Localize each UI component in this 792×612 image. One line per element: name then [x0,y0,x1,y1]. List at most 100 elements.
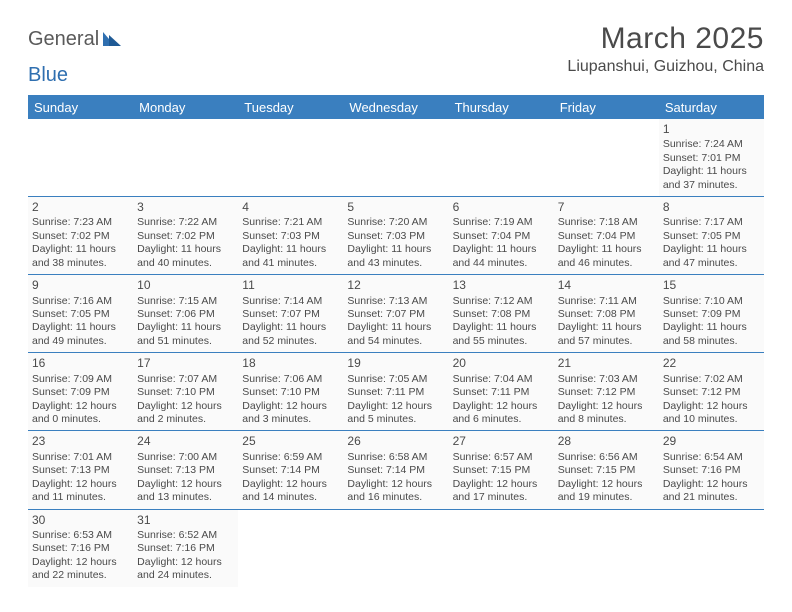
title-area: March 2025 Liupanshui, Guizhou, China [567,22,764,76]
calendar-cell: 25 Sunrise: 6:59 AMSunset: 7:14 PMDayligh… [238,431,343,508]
calendar-cell [133,119,238,196]
daylight-line: Daylight: 12 hours and 16 minutes. [347,478,444,505]
calendar-cell: 1Sunrise: 7:24 AMSunset: 7:01 PMDaylight… [659,119,764,196]
calendar-cell [343,510,448,587]
sunset-line: Sunset: 7:04 PM [453,230,550,243]
sunrise-line: Sunrise: 7:05 AM [347,373,444,386]
sunset-line: Sunset: 7:14 PM [242,464,339,477]
day-number: 8 [663,200,760,215]
sunset-line: Sunset: 7:10 PM [242,386,339,399]
calendar-cell: 19Sunrise: 7:05 AMSunset: 7:11 PMDayligh… [343,353,448,430]
daylight-line: Daylight: 11 hours and 41 minutes. [242,243,339,270]
calendar-cell [238,119,343,196]
calendar-cell: 21Sunrise: 7:03 AMSunset: 7:12 PMDayligh… [554,353,659,430]
sunset-line: Sunset: 7:04 PM [558,230,655,243]
day-header: Monday [133,95,238,119]
day-header: Thursday [449,95,554,119]
sunset-line: Sunset: 7:08 PM [453,308,550,321]
calendar-cell: 18Sunrise: 7:06 AMSunset: 7:10 PMDayligh… [238,353,343,430]
sunset-line: Sunset: 7:09 PM [663,308,760,321]
day-number: 27 [453,434,550,449]
logo-text-general: General [28,28,99,51]
calendar-cell: 2Sunrise: 7:23 AMSunset: 7:02 PMDaylight… [28,197,133,274]
day-header: Friday [554,95,659,119]
page-title: March 2025 [567,22,764,56]
daylight-line: Daylight: 12 hours and 22 minutes. [32,556,129,583]
sunrise-line: Sunrise: 6:59 AM [242,451,339,464]
sunset-line: Sunset: 7:16 PM [663,464,760,477]
day-header: Tuesday [238,95,343,119]
sunrise-line: Sunrise: 6:53 AM [32,529,129,542]
sunrise-line: Sunrise: 7:04 AM [453,373,550,386]
daylight-line: Daylight: 12 hours and 8 minutes. [558,400,655,427]
calendar-cell: 30Sunrise: 6:53 AMSunset: 7:16 PMDayligh… [28,510,133,587]
sunset-line: Sunset: 7:16 PM [137,542,234,555]
day-number: 17 [137,356,234,371]
daylight-line: Daylight: 12 hours and 6 minutes. [453,400,550,427]
calendar-cell [28,119,133,196]
sunset-line: Sunset: 7:03 PM [242,230,339,243]
sunset-line: Sunset: 7:07 PM [347,308,444,321]
sunset-line: Sunset: 7:07 PM [242,308,339,321]
daylight-line: Daylight: 11 hours and 38 minutes. [32,243,129,270]
day-number: 31 [137,513,234,528]
calendar-cell [343,119,448,196]
day-number: 26 [347,434,444,449]
daylight-line: Daylight: 12 hours and 14 minutes. [242,478,339,505]
sunrise-line: Sunrise: 7:09 AM [32,373,129,386]
daylight-line: Daylight: 12 hours and 5 minutes. [347,400,444,427]
calendar-week: 23Sunrise: 7:01 AMSunset: 7:13 PMDayligh… [28,431,764,509]
day-number: 25 [242,434,339,449]
sunset-line: Sunset: 7:11 PM [453,386,550,399]
sunset-line: Sunset: 7:09 PM [32,386,129,399]
sunrise-line: Sunrise: 7:11 AM [558,295,655,308]
day-number: 12 [347,278,444,293]
day-number: 10 [137,278,234,293]
sunset-line: Sunset: 7:02 PM [32,230,129,243]
calendar-cell [449,510,554,587]
sunrise-line: Sunrise: 6:52 AM [137,529,234,542]
daylight-line: Daylight: 11 hours and 43 minutes. [347,243,444,270]
daylight-line: Daylight: 11 hours and 54 minutes. [347,321,444,348]
calendar-week: 16Sunrise: 7:09 AMSunset: 7:09 PMDayligh… [28,353,764,431]
calendar-cell: 8Sunrise: 7:17 AMSunset: 7:05 PMDaylight… [659,197,764,274]
calendar-cell: 3Sunrise: 7:22 AMSunset: 7:02 PMDaylight… [133,197,238,274]
day-number: 4 [242,200,339,215]
calendar-cell [554,119,659,196]
day-number: 24 [137,434,234,449]
calendar-week: 9Sunrise: 7:16 AMSunset: 7:05 PMDaylight… [28,275,764,353]
day-number: 14 [558,278,655,293]
daylight-line: Daylight: 11 hours and 44 minutes. [453,243,550,270]
day-number: 29 [663,434,760,449]
calendar-cell [554,510,659,587]
daylight-line: Daylight: 12 hours and 10 minutes. [663,400,760,427]
calendar-cell: 14Sunrise: 7:11 AMSunset: 7:08 PMDayligh… [554,275,659,352]
calendar-week: 2Sunrise: 7:23 AMSunset: 7:02 PMDaylight… [28,197,764,275]
day-number: 28 [558,434,655,449]
sunrise-line: Sunrise: 7:16 AM [32,295,129,308]
day-number: 13 [453,278,550,293]
sunrise-line: Sunrise: 7:00 AM [137,451,234,464]
sunrise-line: Sunrise: 7:24 AM [663,138,760,151]
daylight-line: Daylight: 11 hours and 57 minutes. [558,321,655,348]
day-number: 15 [663,278,760,293]
logo-text-blue: Blue [28,64,68,87]
daylight-line: Daylight: 11 hours and 58 minutes. [663,321,760,348]
sunrise-line: Sunrise: 7:22 AM [137,216,234,229]
calendar-cell: 22Sunrise: 7:02 AMSunset: 7:12 PMDayligh… [659,353,764,430]
daylight-line: Daylight: 12 hours and 21 minutes. [663,478,760,505]
day-number: 30 [32,513,129,528]
calendar-cell: 12Sunrise: 7:13 AMSunset: 7:07 PMDayligh… [343,275,448,352]
sunset-line: Sunset: 7:16 PM [32,542,129,555]
day-number: 3 [137,200,234,215]
daylight-line: Daylight: 11 hours and 37 minutes. [663,165,760,192]
sunset-line: Sunset: 7:13 PM [137,464,234,477]
sunset-line: Sunset: 7:02 PM [137,230,234,243]
calendar-cell: 4Sunrise: 7:21 AMSunset: 7:03 PMDaylight… [238,197,343,274]
calendar-cell: 26Sunrise: 6:58 AMSunset: 7:14 PMDayligh… [343,431,448,508]
calendar-cell: 13Sunrise: 7:12 AMSunset: 7:08 PMDayligh… [449,275,554,352]
calendar-cell: 17Sunrise: 7:07 AMSunset: 7:10 PMDayligh… [133,353,238,430]
day-number: 1 [663,122,760,137]
sunset-line: Sunset: 7:15 PM [453,464,550,477]
daylight-line: Daylight: 11 hours and 51 minutes. [137,321,234,348]
